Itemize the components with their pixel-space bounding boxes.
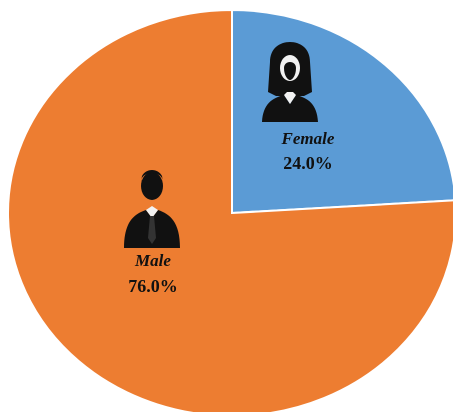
slice-value-label: 24.0% [283, 153, 333, 173]
female-icon [262, 42, 318, 122]
slice-name: Male [134, 251, 171, 270]
male-icon [124, 170, 180, 248]
slice-name: Female [281, 129, 335, 148]
slice [7, 8, 453, 412]
slices [7, 8, 453, 412]
slice-value-label: 76.0% [128, 276, 178, 296]
